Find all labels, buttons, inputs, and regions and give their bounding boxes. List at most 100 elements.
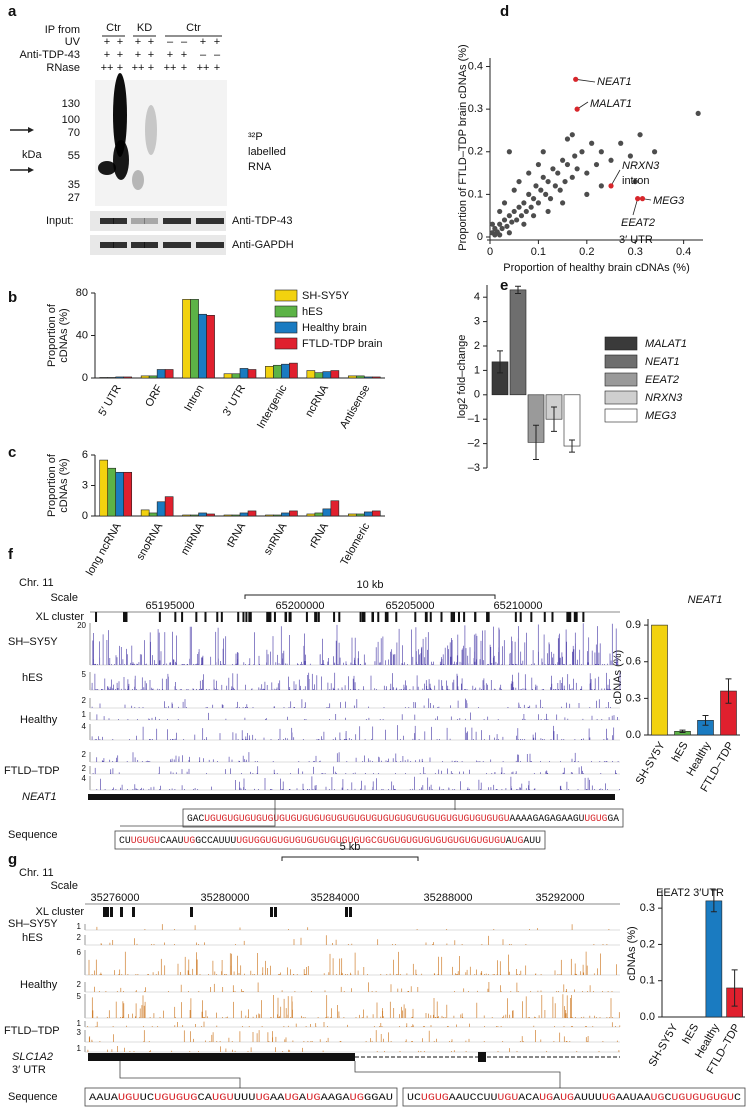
point: [489, 221, 496, 227]
track-max: 1: [82, 710, 87, 719]
sequence-part: UGUG: [584, 814, 607, 825]
xl-cluster: [569, 612, 572, 622]
input-band: [144, 242, 158, 248]
y-tick-label: 0: [477, 231, 483, 243]
input-band: [131, 242, 145, 248]
bar: [509, 289, 527, 396]
sequence-part: CAAU: [160, 836, 183, 847]
y-tick-label: 2: [474, 340, 480, 352]
lane-symbol: +: [148, 62, 154, 74]
sequence-part: UGUG: [421, 1093, 449, 1104]
xl-cluster: [288, 612, 291, 622]
sequence-part: UG: [560, 1093, 574, 1104]
legend-swatch: [274, 289, 298, 302]
sequence-part: AUUU: [574, 1093, 602, 1104]
input-band: [210, 218, 224, 224]
point: [516, 204, 522, 210]
point: [516, 178, 522, 185]
sequence-part: GGAU: [364, 1093, 393, 1104]
xl-cluster: [377, 612, 380, 622]
xl-cluster: [123, 612, 126, 622]
legend-label: NRXN3: [645, 392, 683, 404]
lane-symbol: ++: [164, 62, 177, 74]
point: [526, 170, 532, 176]
bar: [247, 510, 257, 517]
sequence: AAUA UGU UC UGUGUG CA UGU UUU UG AA UG AUG AAGA UG GG…: [89, 1093, 393, 1104]
connector: [120, 800, 456, 827]
point: [521, 200, 527, 206]
sequence-part: UGUGUG: [154, 1093, 197, 1104]
coordinate: 35288000: [424, 892, 473, 904]
bar: [99, 459, 109, 517]
error-bar: [679, 729, 686, 734]
bar: [563, 394, 581, 447]
y-tick-label: –1: [468, 413, 480, 425]
sequence-part: UGUGUGUGU: [671, 1093, 734, 1104]
coverage-track: [92, 623, 619, 665]
track-label: FTLD–TDP: [4, 765, 60, 777]
xl-cluster: [181, 612, 184, 622]
sequence-part: UG: [183, 836, 195, 847]
coverage-track: [96, 776, 620, 790]
sequence-part: AAUA: [89, 1093, 118, 1104]
x-tick-label: long ncRNA: [84, 520, 124, 577]
bar: [347, 375, 357, 379]
x-tick-label: hES: [680, 1022, 701, 1046]
lane-symbol: +: [214, 36, 220, 48]
bar: [190, 514, 199, 517]
blot-signal: [132, 170, 144, 190]
xl-cluster: [103, 907, 106, 917]
panel-label: e: [500, 277, 508, 294]
lane-symbol: +: [135, 36, 141, 48]
bar: [265, 514, 274, 517]
sequence-part: AAGA: [321, 1093, 350, 1104]
legend-label: Healthy brain: [302, 322, 367, 334]
bar: [107, 467, 117, 517]
xl-cluster: [567, 612, 570, 622]
input-band: [163, 242, 177, 248]
bar: [363, 511, 373, 517]
error-bar: [533, 424, 539, 460]
legend-label: NEAT1: [645, 356, 680, 368]
point-label: intron: [622, 175, 650, 187]
row-label: IP from: [45, 24, 80, 36]
y-tick-label: 0.3: [468, 103, 483, 115]
point: [538, 187, 544, 193]
point: [555, 170, 561, 176]
y-tick-label: 0.3: [626, 692, 641, 704]
xl-cluster: [514, 612, 517, 622]
point: [560, 157, 566, 163]
y-tick-label: 0.0: [626, 729, 641, 741]
bar: [198, 313, 207, 379]
signal-label: ³²P: [248, 131, 263, 143]
point: [533, 183, 539, 189]
coverage-track: [91, 725, 615, 740]
signal-label: RNA: [248, 161, 272, 173]
sequence-part: GCCAUUU: [195, 836, 236, 847]
coverage-track: [88, 1030, 618, 1042]
point: [552, 183, 558, 189]
input-band: [177, 218, 191, 224]
input-band: [163, 218, 177, 224]
xl-cluster: [359, 612, 362, 622]
bar: [115, 376, 125, 379]
panel-label: c: [8, 444, 16, 461]
row-label: UV: [65, 36, 81, 48]
point: [589, 140, 595, 146]
xl-cluster: [457, 612, 460, 622]
sequence-part: A: [299, 1093, 306, 1104]
xl-cluster: [338, 612, 341, 622]
y-tick-label: –2: [468, 438, 480, 450]
point: [492, 232, 498, 238]
xl-cluster: [519, 612, 522, 622]
sequence-part: UG: [539, 1093, 553, 1104]
xl-cluster: [474, 612, 477, 622]
x-tick-label: rRNA: [307, 520, 331, 550]
x-tick-label: tRNA: [225, 520, 249, 549]
xl-cluster: [317, 612, 320, 622]
y-axis-label: cDNAs (%): [58, 308, 70, 362]
sequence-label: Sequence: [8, 829, 58, 841]
point: [540, 174, 546, 180]
gene-model: [88, 1053, 355, 1061]
xl-cluster: [273, 612, 276, 622]
